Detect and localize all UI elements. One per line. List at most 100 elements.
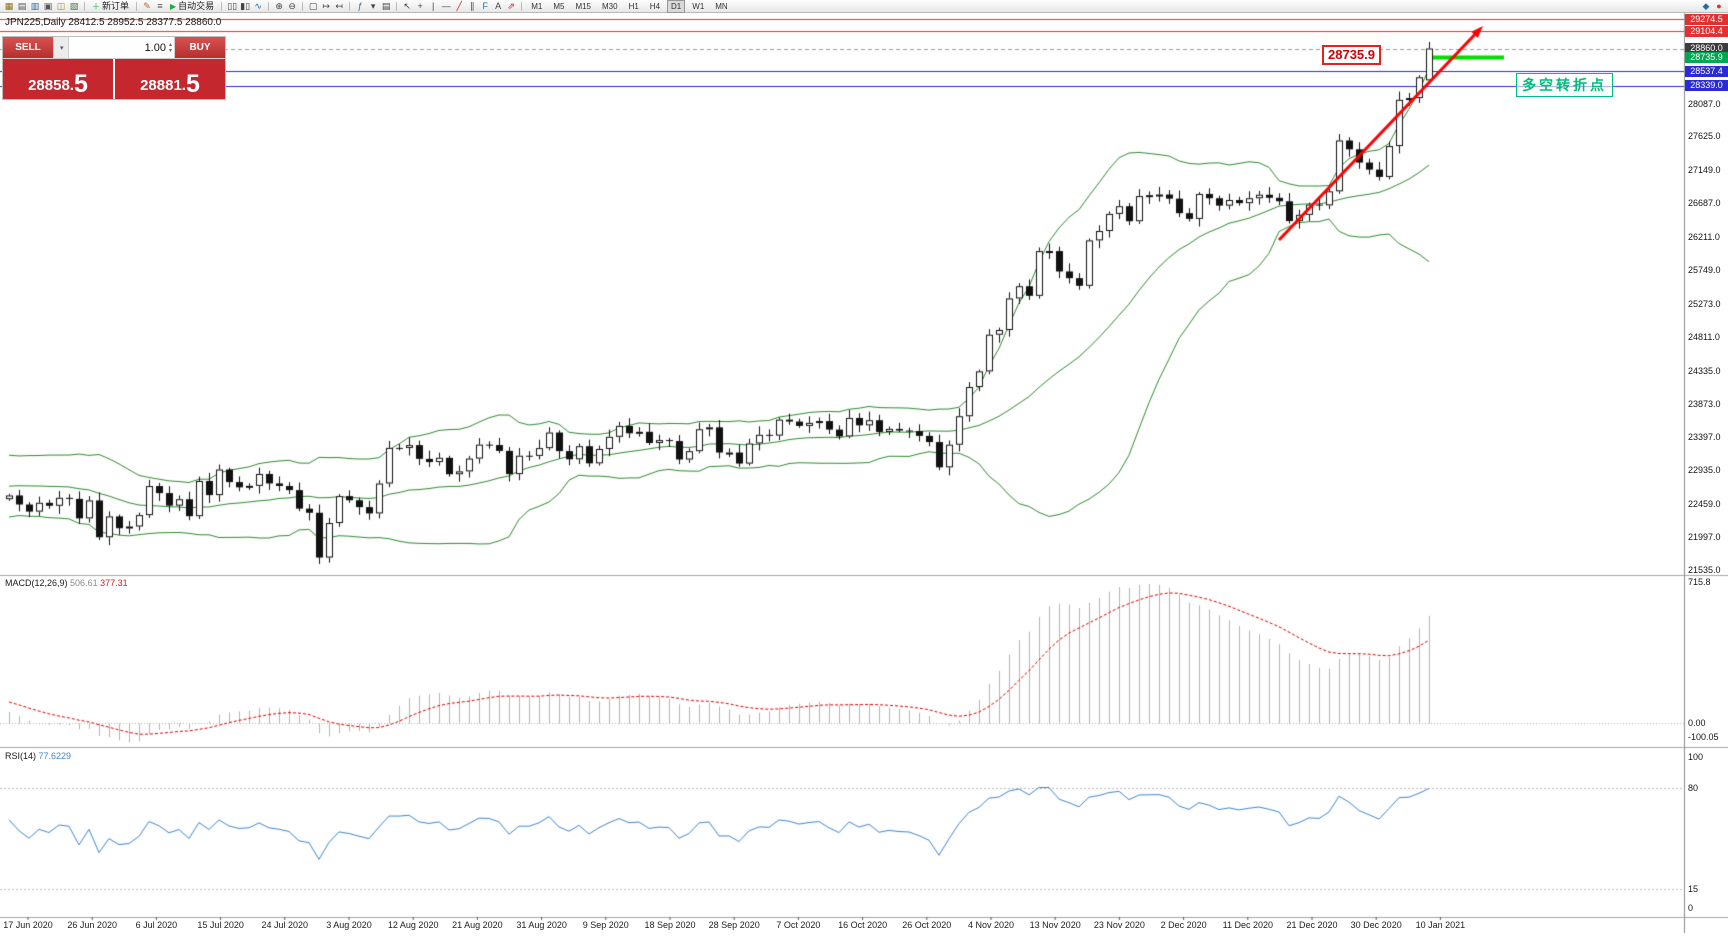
symbol-period-label: JPN225,Daily	[5, 17, 66, 28]
new-order-button[interactable]: ＋新订单	[89, 1, 132, 12]
chevron-down-icon[interactable]: ▾	[53, 37, 69, 58]
vertical-line-icon[interactable]: |	[432, 0, 435, 11]
macd-signal-value: 377.31	[100, 578, 128, 588]
price-line-label: 29274.5	[1685, 13, 1728, 25]
rsi-axis-label: 15	[1688, 884, 1699, 894]
price-callout[interactable]: 28735.9	[1322, 45, 1381, 65]
chart-title: JPN225,Daily 28412.5 28952.5 28377.5 288…	[5, 17, 221, 28]
date-axis-label: 6 Jul 2020	[135, 920, 178, 930]
price-scale-label: 23397.0	[1688, 432, 1721, 443]
sell-button[interactable]: SELL	[3, 37, 53, 58]
timeframe-h4-button[interactable]: H4	[649, 1, 661, 11]
buy-price-panel[interactable]: 28881. 5	[115, 59, 225, 99]
trendline-icon[interactable]: ╱	[456, 0, 462, 11]
date-axis-label: 21 Dec 2020	[1286, 920, 1338, 930]
date-axis-label: 24 Jul 2020	[261, 920, 309, 930]
tile-windows-icon[interactable]: ▢	[308, 0, 318, 11]
date-axis-label: 30 Dec 2020	[1350, 920, 1402, 930]
price-scale-label: 27149.0	[1688, 165, 1721, 176]
bar-chart-icon[interactable]: ▯▯	[227, 0, 238, 11]
timeframe-d1-button[interactable]: D1	[667, 0, 686, 13]
new-chart-icon[interactable]: ▦	[4, 0, 14, 11]
line-chart-icon[interactable]: ∿	[254, 0, 262, 11]
text-icon[interactable]: A	[495, 0, 502, 11]
timeframe-mn-button[interactable]: MN	[715, 1, 728, 11]
autotrading-button[interactable]: ▶ 自动交易	[167, 1, 217, 12]
channel-icon[interactable]: ∥	[469, 0, 475, 11]
market-watch-icon[interactable]: ▥	[30, 0, 40, 11]
date-axis-label: 16 Oct 2020	[838, 920, 888, 930]
horizontal-line-icon[interactable]: —	[441, 0, 451, 11]
date-axis-label: 17 Jun 2020	[3, 920, 53, 930]
price-line-label: 29104.4	[1685, 25, 1728, 37]
chart-shift-icon[interactable]: ↤	[335, 0, 343, 11]
plus-icon: ＋	[92, 1, 100, 11]
volume-input[interactable]: 1.00 ▴ ▾	[69, 37, 175, 58]
metaeditor-icon[interactable]: ✎	[143, 0, 151, 11]
price-scale-label: 26687.0	[1688, 198, 1721, 209]
rsi-axis-label: 100	[1688, 752, 1704, 762]
turning-point-label[interactable]: 多空转折点	[1516, 73, 1613, 97]
spinner-up-icon[interactable]: ▴	[168, 41, 172, 48]
sell-price-panel[interactable]: 28858. 5	[3, 59, 113, 99]
date-axis-label: 10 Jan 2021	[1415, 920, 1466, 930]
crosshair-icon[interactable]: +	[417, 0, 423, 11]
timeframe-w1-button[interactable]: W1	[692, 1, 705, 11]
spinner-down-icon[interactable]: ▾	[168, 47, 172, 54]
macd-indicator-label: MACD(12,26,9) 506.61 377.31	[5, 578, 128, 588]
toolbar-separator	[396, 1, 398, 11]
price-scale-label: 24811.0	[1688, 331, 1720, 342]
zoom-out-icon[interactable]: ⊖	[288, 0, 296, 11]
price-scale-label: 21997.0	[1688, 532, 1721, 543]
toolbar-separator	[136, 1, 138, 11]
rsi-value: 77.6229	[38, 751, 72, 761]
timeframe-m5-button[interactable]: M5	[553, 1, 565, 11]
date-axis-label: 7 Oct 2020	[776, 920, 821, 930]
timeframe-m1-button[interactable]: M1	[531, 1, 543, 11]
data-window-icon[interactable]: ▣	[43, 0, 53, 11]
toolbar-separator	[84, 1, 85, 11]
toolbar-separator	[268, 1, 270, 11]
timeframe-m30-button[interactable]: M30	[602, 1, 618, 11]
date-axis-label: 21 Aug 2020	[452, 920, 503, 930]
zoom-in-icon[interactable]: ⊕	[275, 0, 283, 11]
ohlc-values-label: 28412.5 28952.5 28377.5 28860.0	[68, 17, 222, 28]
date-axis-label: 13 Nov 2020	[1029, 920, 1081, 930]
sell-price-main: 28858.	[28, 77, 74, 94]
price-line-label: 28860.0	[1685, 43, 1728, 54]
rsi-axis-label: 0	[1688, 903, 1694, 913]
macd-axis-label: 0.00	[1688, 718, 1706, 728]
buy-price-fraction: 5	[185, 70, 200, 98]
indicators-icon[interactable]: ƒ	[357, 0, 363, 11]
profiles-icon[interactable]: ▤	[17, 0, 27, 11]
macd-main-value: 506.61	[70, 578, 98, 588]
options-icon[interactable]: ≡	[157, 0, 163, 11]
candlestick-chart-icon[interactable]: ▮▯	[240, 0, 251, 11]
templates-icon[interactable]: ▤	[381, 0, 391, 11]
arrows-icon[interactable]: ⇗	[507, 0, 515, 11]
timeframe-m15-button[interactable]: M15	[575, 1, 591, 11]
timeframe-h1-button[interactable]: H1	[628, 1, 639, 11]
toolbar-separator	[349, 1, 351, 11]
price-scale-label: 21535.0	[1688, 565, 1721, 575]
terminal-icon[interactable]: ▧	[69, 0, 79, 11]
buy-button[interactable]: BUY	[175, 37, 225, 58]
toolbar-separator	[302, 1, 304, 11]
price-scale-label: 22935.0	[1688, 465, 1721, 476]
price-line-label: 28339.0	[1685, 80, 1728, 92]
navigator-icon[interactable]: ◫	[56, 0, 66, 11]
one-click-trading-panel: SELL ▾ 1.00 ▴ ▾ BUY 28858. 5 28881. 5	[2, 36, 226, 100]
auto-scroll-icon[interactable]: ↦	[322, 0, 330, 11]
price-scale-label: 23873.0	[1688, 398, 1721, 409]
play-icon: ▶	[170, 1, 177, 11]
fibonacci-icon[interactable]: F	[482, 0, 488, 11]
volume-stepper[interactable]: ▴ ▾	[169, 42, 172, 54]
connection-status-icon[interactable]: ●	[1716, 0, 1722, 11]
cursor-icon[interactable]: ↖	[403, 0, 411, 11]
autotrading-button-label: 自动交易	[178, 0, 215, 11]
periods-icon[interactable]: ▾	[370, 0, 376, 11]
news-icon[interactable]: ◆	[1702, 0, 1710, 11]
rsi-axis-label: 80	[1688, 783, 1699, 793]
